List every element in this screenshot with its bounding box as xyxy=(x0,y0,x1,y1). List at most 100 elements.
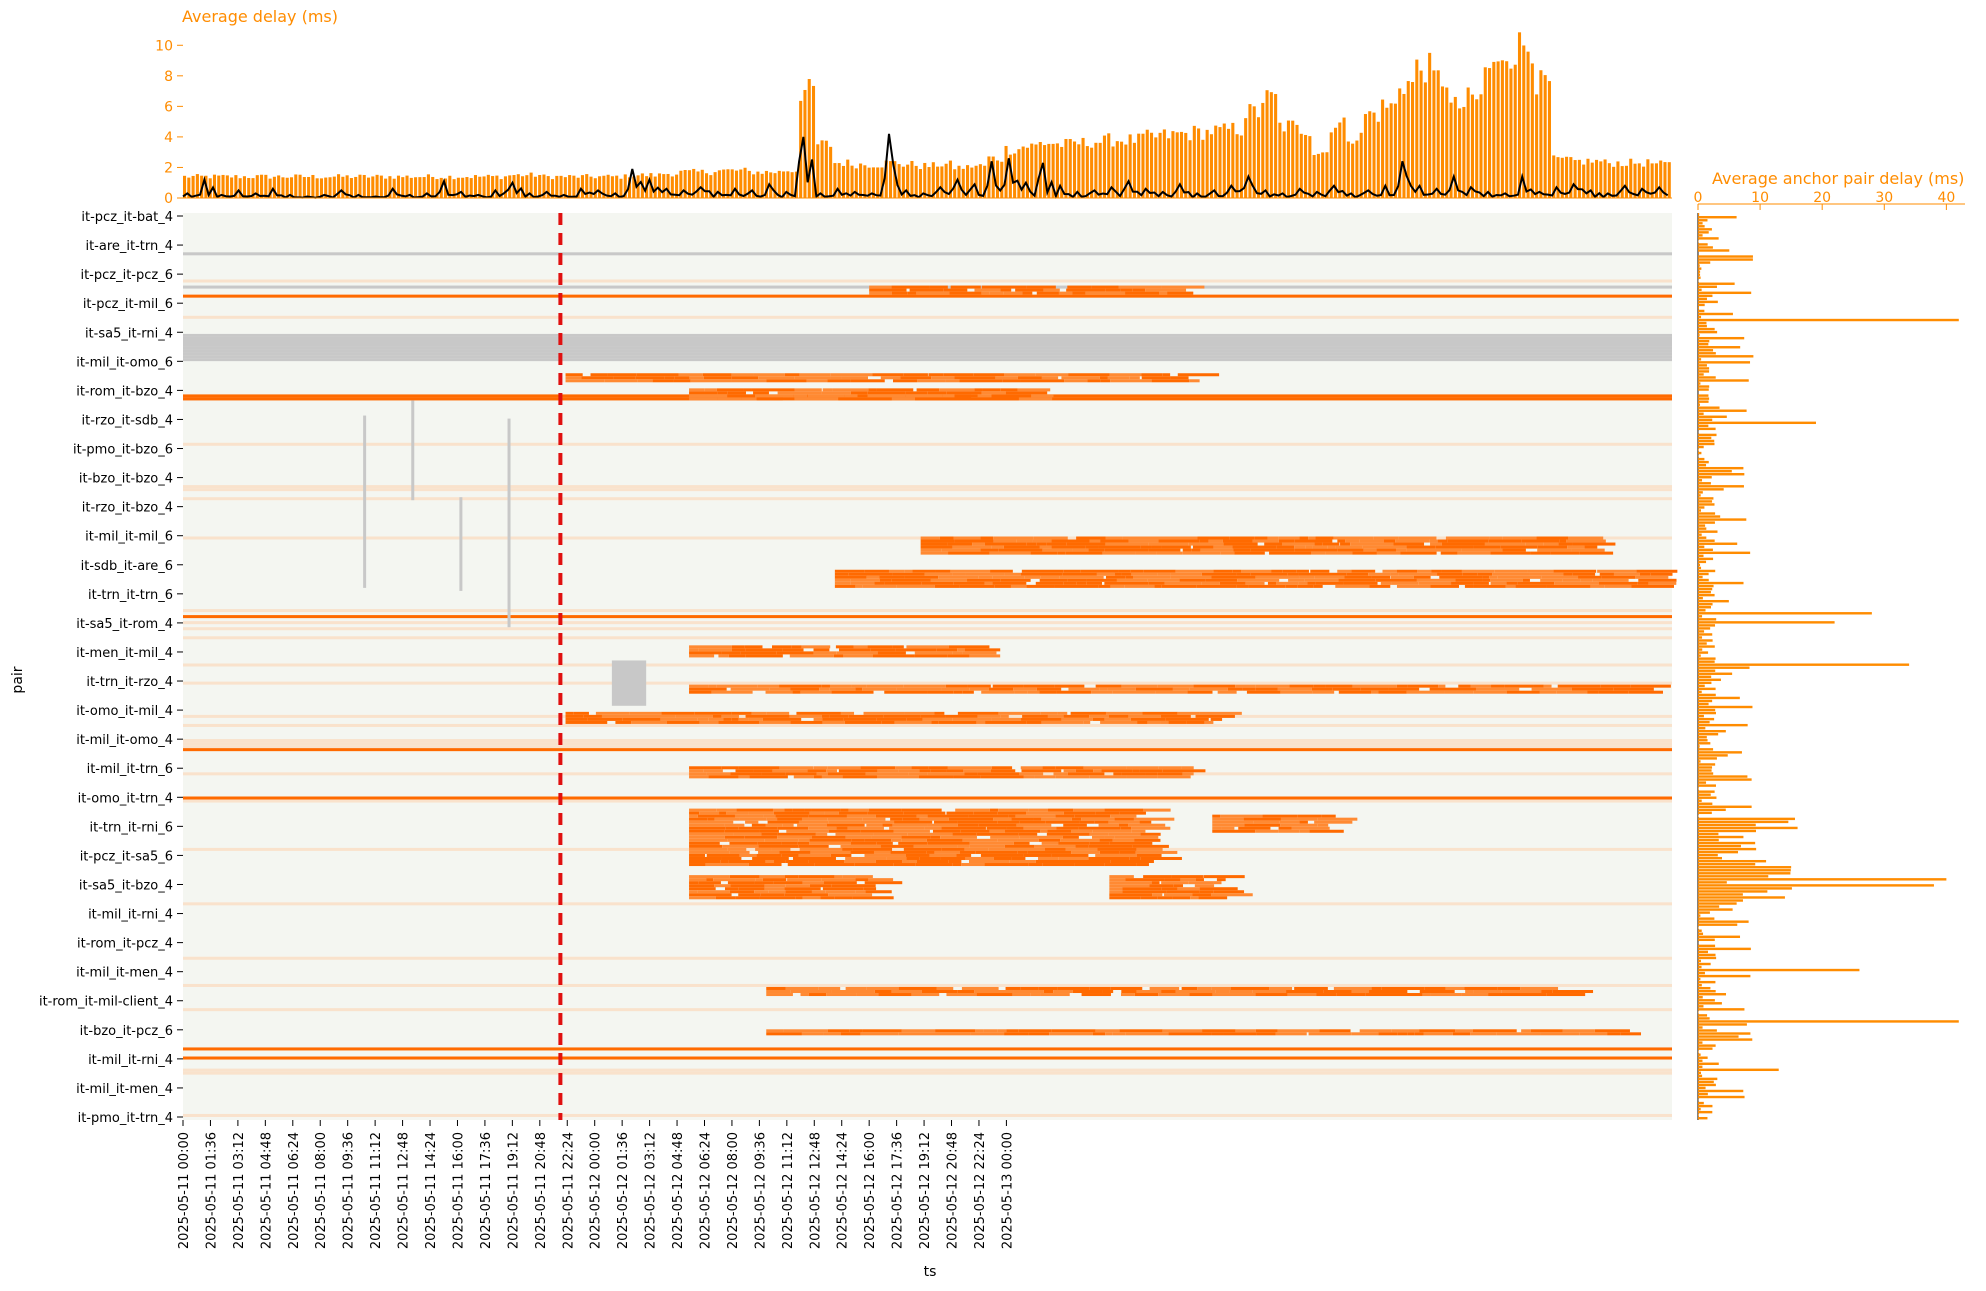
heatmap-cell xyxy=(1335,585,1369,588)
top-bar xyxy=(534,177,537,198)
heatmap-cell xyxy=(1122,537,1161,540)
heatmap-cell xyxy=(1020,821,1045,824)
heatmap-cell xyxy=(1502,549,1525,552)
heatmap-cell xyxy=(960,830,989,833)
heatmap-cell xyxy=(566,379,605,382)
top-chart-ylabel: Average delay (ms) xyxy=(182,7,338,26)
top-bar xyxy=(1368,111,1371,198)
heatmap-cell xyxy=(867,987,899,990)
top-ytick-label: 2 xyxy=(164,160,173,176)
heatmap-cell xyxy=(765,884,785,887)
heatmap-cell xyxy=(827,379,850,382)
heatmap-cell xyxy=(977,833,1019,836)
heatmap-cell xyxy=(1100,376,1108,379)
heatmap-cell xyxy=(910,289,944,292)
heatmap-cell xyxy=(1278,537,1299,540)
heatmap-cell xyxy=(978,772,1020,775)
heatmap-cell xyxy=(1334,537,1374,540)
heatmap-cell xyxy=(829,821,861,824)
heatmap-cell xyxy=(1076,769,1093,772)
heatmap-cell xyxy=(183,615,1672,618)
heatmap-cell xyxy=(1141,373,1162,376)
heatmap-cell xyxy=(1317,824,1328,827)
top-bar xyxy=(1210,134,1213,198)
side-bar xyxy=(1698,739,1708,741)
heatmap-cell xyxy=(876,718,906,721)
heatmap-cell xyxy=(1209,537,1230,540)
heatmap-cell xyxy=(892,573,925,576)
heatmap-cell xyxy=(1253,821,1279,824)
heatmap-cell xyxy=(1052,540,1090,543)
heatmap-cell xyxy=(786,830,828,833)
heatmap-cell xyxy=(1424,987,1446,990)
side-bar xyxy=(1698,633,1712,635)
heatmap-cell xyxy=(1498,987,1521,990)
heatmap-cell xyxy=(1039,691,1056,694)
top-ytick-label: 0 xyxy=(164,191,173,207)
side-bar xyxy=(1698,627,1710,629)
heatmap-cell xyxy=(1037,688,1061,691)
side-bar xyxy=(1698,872,1790,874)
heatmap-cell xyxy=(895,721,932,724)
heatmap-cell xyxy=(1393,543,1424,546)
heatmap-cell xyxy=(689,887,716,890)
heatmap-cell xyxy=(1162,373,1170,376)
side-bar xyxy=(1698,561,1706,563)
heatmap-cell xyxy=(800,373,831,376)
top-bar xyxy=(979,164,982,198)
side-bar xyxy=(1698,286,1717,288)
heatmap-cell xyxy=(1325,685,1352,688)
heatmap-cell xyxy=(1036,373,1068,376)
heatmap-cell xyxy=(884,691,927,694)
heatmap-cell xyxy=(1119,286,1162,289)
top-bar xyxy=(863,165,866,198)
heatmap-cell xyxy=(1236,1029,1256,1032)
heatmap-cell xyxy=(1523,579,1530,582)
heatmap-cell xyxy=(991,769,1015,772)
heatmap-cell xyxy=(1071,851,1100,854)
side-bar xyxy=(1698,951,1708,953)
heatmap-cell xyxy=(911,993,939,996)
heatmap-cell xyxy=(1131,718,1166,721)
heatmap-cell xyxy=(928,815,968,818)
top-bar xyxy=(607,175,610,198)
heatmap-cell xyxy=(1095,854,1136,857)
heatmap-cell xyxy=(1023,685,1055,688)
heatmap-cell xyxy=(809,842,850,845)
heatmap-cell xyxy=(1530,552,1551,555)
heatmap-cell xyxy=(760,896,795,899)
heatmap-cell xyxy=(990,836,1019,839)
heatmap-cell xyxy=(689,884,714,887)
heatmap-cell xyxy=(1473,546,1500,549)
top-bar xyxy=(1377,122,1380,198)
side-bar xyxy=(1698,243,1708,245)
heatmap-cell xyxy=(824,881,857,884)
heatmap-cell xyxy=(1651,573,1673,576)
heatmap-cell xyxy=(801,691,832,694)
side-bar xyxy=(1698,573,1709,575)
heatmap-cell xyxy=(959,379,1002,382)
heatmap-cell xyxy=(1279,827,1292,830)
heatmap-cell xyxy=(1030,993,1040,996)
heatmap-cell xyxy=(1278,1029,1320,1032)
top-bar xyxy=(1146,130,1149,198)
heatmap-cell xyxy=(946,769,955,772)
heatmap-cell xyxy=(1015,289,1043,292)
heatmap-cell xyxy=(1326,552,1353,555)
heatmap-cell xyxy=(1141,857,1182,860)
top-bar xyxy=(1338,122,1341,198)
heatmap-cell xyxy=(919,775,953,778)
heatmap-cell xyxy=(183,621,1672,624)
heatmap-cell xyxy=(894,863,915,866)
heatmap-cell xyxy=(900,376,931,379)
side-bar xyxy=(1698,966,1702,968)
side-bar xyxy=(1698,914,1700,916)
heatmap-cell xyxy=(1233,549,1251,552)
heatmap-cell xyxy=(717,391,727,394)
side-bar xyxy=(1698,824,1756,826)
heatmap-cell xyxy=(945,715,978,718)
top-bar xyxy=(581,175,584,198)
side-bar xyxy=(1698,225,1705,227)
heatmap-cell xyxy=(957,397,967,400)
heatmap-cell xyxy=(842,376,868,379)
